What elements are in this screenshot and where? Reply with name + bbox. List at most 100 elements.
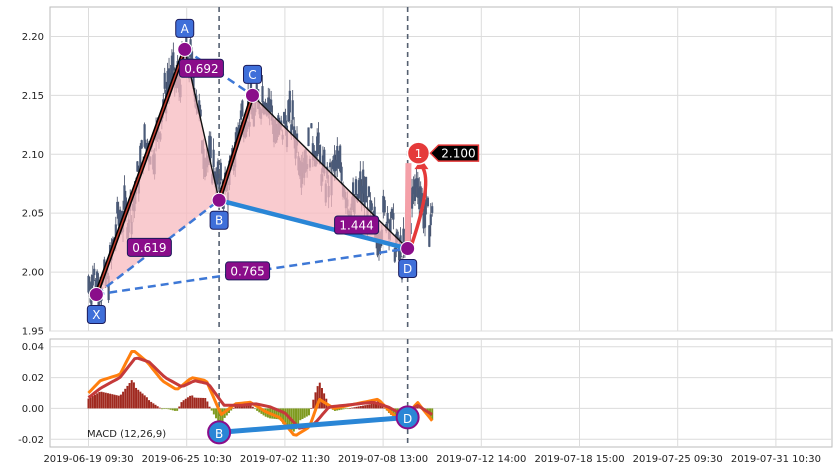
candle-body	[402, 228, 405, 247]
macd-histogram-bar	[184, 398, 187, 409]
macd-histogram-bar	[135, 387, 138, 409]
price-tick-label: 1.95	[22, 327, 44, 338]
macd-histogram-bar	[145, 397, 148, 409]
macd-histogram-bar	[299, 408, 302, 421]
macd-histogram-bar	[208, 406, 211, 409]
candle-body	[390, 208, 394, 219]
macd-histogram-bar	[256, 408, 259, 411]
macd-histogram-bar	[234, 405, 237, 409]
macd-histogram-bar	[215, 408, 218, 419]
candle-body	[340, 166, 343, 181]
macd-histogram-bar	[353, 407, 356, 409]
ratio-label-box	[334, 215, 380, 235]
candle-body	[167, 68, 171, 94]
candle-body	[290, 124, 293, 136]
macd-histogram-bar	[217, 408, 220, 423]
macd-histogram-bar	[206, 401, 209, 409]
candle-body	[418, 188, 421, 210]
candle-body	[190, 51, 194, 60]
pattern-point-A	[177, 41, 193, 57]
candle-body	[393, 248, 396, 262]
macd-histogram-bar	[320, 388, 323, 409]
macd-histogram-bar	[370, 403, 373, 409]
macd-tick-label: 0.00	[22, 404, 44, 415]
candle-body	[239, 110, 243, 120]
macd-histogram-bar	[180, 402, 183, 409]
macd-histogram-bar	[344, 408, 347, 410]
macd-histogram-bar	[351, 407, 354, 409]
candle-body	[166, 70, 169, 95]
candle-body	[415, 178, 418, 188]
macd-histogram-bar	[182, 400, 185, 409]
candle-body	[317, 132, 320, 144]
macd-histogram-bar	[286, 408, 289, 428]
macd-histogram-bar	[251, 406, 254, 409]
macd-histogram-bar	[158, 407, 161, 409]
candle-body	[362, 169, 365, 194]
macd-histogram-bar	[210, 408, 213, 411]
candle-body	[416, 178, 419, 198]
candle-body	[334, 159, 337, 171]
candle-body	[369, 199, 372, 211]
macd-histogram-bar	[342, 408, 345, 410]
macd-histogram-bar	[318, 382, 321, 409]
candle-body	[264, 102, 267, 111]
macd-point-D	[395, 405, 420, 430]
macd-histogram-bar	[253, 408, 256, 410]
macd-histogram-bar	[199, 397, 202, 409]
macd-point-B	[207, 420, 232, 445]
price-tick-label: 2.00	[22, 268, 44, 279]
point-label-X: X	[92, 308, 100, 322]
candle-body	[117, 211, 120, 226]
candle-body	[336, 145, 339, 169]
macd-tick-label: -0.02	[18, 435, 44, 446]
macd-histogram-bar	[139, 391, 142, 409]
candle-body	[96, 271, 99, 287]
macd-histogram-bar	[163, 408, 166, 410]
macd-histogram-bar	[314, 392, 317, 409]
candle-body	[364, 176, 368, 203]
x-tick-label: 2019-07-02 11:30	[240, 454, 330, 465]
ratio-label: 0.619	[132, 241, 166, 255]
candle-body	[310, 123, 313, 129]
macd-histogram-bar	[165, 408, 168, 410]
macd-histogram-bar	[102, 392, 105, 409]
candle-body	[219, 162, 222, 181]
macd-histogram-bar	[137, 389, 140, 409]
candle-body	[425, 199, 428, 205]
macd-histogram-bar	[230, 408, 233, 411]
candle-body	[386, 212, 389, 224]
macd-histogram-bar	[104, 392, 107, 409]
macd-histogram-bar	[260, 408, 263, 414]
candle-body	[119, 209, 122, 224]
candle-body	[376, 235, 379, 256]
candle-body	[389, 219, 392, 233]
macd-histogram-bar	[189, 395, 192, 409]
bd-solid-line	[218, 198, 409, 251]
price-tick-label: 2.05	[22, 209, 44, 220]
candle-body	[87, 275, 90, 293]
macd-histogram-bar	[186, 397, 189, 409]
candle-body	[267, 97, 270, 109]
cd-leg	[252, 94, 409, 250]
candle-body	[419, 186, 422, 209]
macd-histogram-bar	[249, 404, 252, 409]
candle-body	[236, 128, 240, 137]
macd-panel-border	[49, 338, 833, 448]
xa-leg-inner	[95, 49, 186, 295]
ratio-label-box	[126, 237, 172, 257]
macd-histogram-bar	[113, 394, 116, 409]
macd-histogram-bar	[228, 408, 231, 413]
candle-body	[93, 268, 96, 276]
macd-histogram-bar	[273, 408, 276, 419]
macd-histogram-bar	[195, 397, 198, 409]
macd-histogram-bar	[284, 408, 287, 427]
macd-histogram-bar	[124, 388, 127, 409]
macd-histogram-bar	[89, 397, 92, 409]
candle-body	[421, 193, 424, 204]
macd-histogram-bar	[301, 408, 304, 419]
macd-histogram-bar	[364, 405, 367, 409]
macd-histogram-bar	[359, 406, 362, 409]
macd-histogram-bar	[167, 408, 170, 410]
